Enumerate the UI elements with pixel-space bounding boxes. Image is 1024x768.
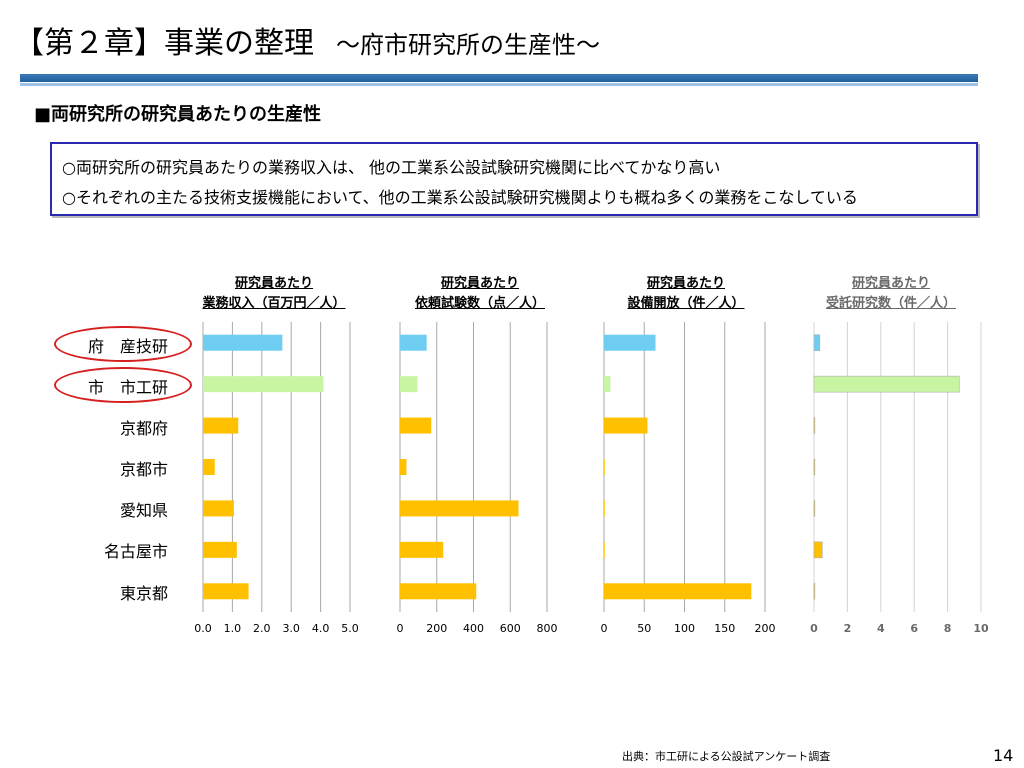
page-number: 14 [993, 746, 1014, 765]
tick-label: 5.0 [341, 622, 359, 635]
bar [813, 582, 816, 600]
bar [203, 417, 239, 434]
category-label: 名古屋市 [103, 542, 168, 561]
highlight-oval-fu [54, 326, 192, 362]
summary-line-2: ○それぞれの主たる技術支援機能において、他の工業系公設試験研究機関よりも概ね多く… [62, 188, 858, 207]
chart-title-contract: 研究員あたり 受託研究数（件／人） [806, 274, 976, 314]
tick-label: 200 [426, 622, 447, 635]
tick-label: 100 [674, 622, 695, 635]
category-label: 愛知県 [119, 501, 168, 520]
tick-label: 3.0 [282, 622, 300, 635]
summary-line-1: ○両研究所の研究員あたりの業務収入は、 他の工業系公設試験研究機関に比べてかなり… [62, 158, 721, 177]
tick-label: 0 [601, 622, 608, 635]
bar [203, 334, 283, 351]
tick-label: 2 [844, 622, 852, 635]
title-rule-light [20, 83, 978, 86]
tick-label: 4 [877, 622, 885, 635]
tick-label: 4.0 [312, 622, 330, 635]
chart-title-revenue-line1: 研究員あたり [234, 276, 313, 291]
page-title-main: 【第２章】事業の整理 [14, 26, 314, 61]
page-title: 【第２章】事業の整理 ～府市研究所の生産性～ [14, 18, 600, 62]
bar [813, 541, 823, 559]
bar [813, 417, 816, 434]
bar [604, 583, 752, 600]
tick-label: 0 [810, 622, 818, 635]
section-title: ■両研究所の研究員あたりの生産性 [34, 104, 322, 125]
chart-title-tests: 研究員あたり 依頼試験数（点／人） [396, 274, 564, 314]
tick-label: 1.0 [224, 622, 242, 635]
tick-label: 10 [973, 622, 989, 635]
source-note: 出典：市工研による公設試アンケート調査 [622, 750, 831, 763]
bar [203, 583, 249, 600]
bar [400, 376, 418, 393]
tick-label: 50 [637, 622, 651, 635]
bar [203, 376, 324, 393]
bar [604, 541, 605, 558]
chart-title-contract-line2: 受託研究数（件／人） [825, 296, 956, 311]
tick-label: 800 [537, 622, 558, 635]
chart-title-contract-line1: 研究員あたり [851, 276, 930, 291]
chart-title-revenue-line2: 業務収入（百万円／人） [202, 296, 346, 311]
summary-box: ○両研究所の研究員あたりの業務収入は、 他の工業系公設試験研究機関に比べてかなり… [50, 142, 978, 216]
bar [604, 417, 648, 434]
highlight-oval-shi [54, 367, 192, 403]
bar [400, 459, 407, 475]
tick-label: 400 [463, 622, 484, 635]
bar [604, 500, 605, 517]
bar [813, 500, 816, 517]
tick-label: 2.0 [253, 622, 271, 635]
bar [203, 541, 237, 558]
bar [604, 459, 605, 475]
tick-label: 600 [500, 622, 521, 635]
tick-label: 150 [714, 622, 735, 635]
chart-title-revenue: 研究員あたり 業務収入（百万円／人） [190, 274, 358, 314]
bar [400, 334, 427, 351]
bar [203, 459, 215, 475]
tick-label: 6 [910, 622, 918, 635]
tick-label: 0.0 [194, 622, 212, 635]
bar [604, 376, 611, 393]
chart-title-equipment-line1: 研究員あたり [646, 276, 725, 291]
bar [400, 500, 519, 517]
bar [813, 334, 821, 352]
bar [400, 417, 432, 434]
tick-label: 0 [397, 622, 404, 635]
chart-title-tests-line2: 依頼試験数（点／人） [414, 296, 545, 311]
bar [203, 500, 234, 517]
bar [813, 458, 816, 476]
chart-title-equipment: 研究員あたり 設備開放（件／人） [602, 274, 770, 314]
tick-label: 8 [944, 622, 952, 635]
title-rule [20, 74, 978, 82]
bar [604, 334, 656, 351]
bar [400, 541, 444, 558]
page-subtitle: ～府市研究所の生産性～ [336, 31, 600, 59]
category-label: 京都府 [119, 419, 168, 438]
chart-title-tests-line1: 研究員あたり [440, 276, 519, 291]
category-label: 東京都 [119, 584, 168, 603]
chart-title-equipment-line2: 設備開放（件／人） [627, 296, 745, 311]
bar [813, 375, 960, 393]
category-label: 京都市 [119, 460, 168, 479]
bar [400, 583, 477, 600]
tick-label: 200 [755, 622, 776, 635]
